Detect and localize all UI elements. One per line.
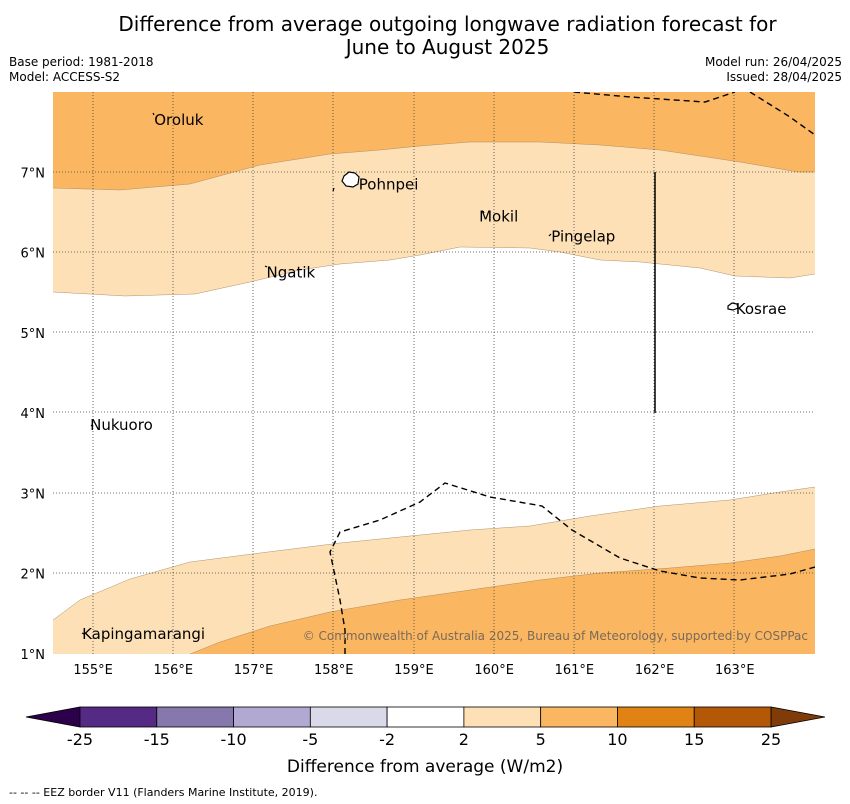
lat-tick-label: 5°N	[21, 327, 46, 342]
colorbar: -25 -15 -10 -5 -2 2 5 10 15 25	[25, 706, 826, 749]
eez-border-north	[573, 92, 736, 103]
place-label-oroluk: Oroluk	[154, 111, 203, 129]
ngatik-atoll	[264, 265, 268, 268]
band-north-2-5	[53, 142, 815, 296]
mokil-atoll	[482, 210, 485, 214]
place-label-kapingamarangi: Kapingamarangi	[82, 625, 205, 643]
eez-borders	[329, 92, 815, 654]
colorbar-tick-label: -15	[144, 730, 170, 749]
place-label-ngatik: Ngatik	[267, 264, 316, 282]
colorbar-extend-high	[770, 706, 826, 728]
pingelap-atoll	[548, 233, 552, 237]
colorbar-segment	[463, 706, 542, 728]
colorbar-tick-label: -10	[220, 730, 246, 749]
colorbar-label: Difference from average (W/m2)	[286, 757, 564, 777]
colorbar-tick-label: -5	[302, 730, 318, 749]
colorbar-tick-label: -25	[67, 730, 93, 749]
colorbar-tick-label: 25	[761, 730, 781, 749]
colorbar-tick-label: 15	[684, 730, 704, 749]
lon-tick-label: 159°E	[394, 663, 434, 678]
colorbar-segment	[693, 706, 772, 728]
place-label-kosrae: Kosrae	[736, 300, 787, 318]
colorbar-segment	[309, 706, 388, 728]
lon-tick-label: 156°E	[154, 663, 194, 678]
title-line-2: June to August 2025	[345, 35, 550, 59]
lon-tick-label: 162°E	[635, 663, 675, 678]
colorbar-extend-low	[25, 706, 81, 728]
place-labels: Oroluk Pohnpei Mokil Pingelap Ngatik Kosrae Nu…	[82, 111, 786, 643]
place-label-nukuoro: Nukuoro	[90, 416, 153, 434]
kosrae-island	[727, 302, 739, 311]
eez-border-south	[329, 482, 815, 654]
place-label-mokil: Mokil	[479, 207, 518, 225]
eez-footer-note: -- -- -- EEZ border V11 (Flanders Marine…	[9, 786, 318, 799]
colorbar-segment	[79, 706, 158, 728]
lat-tick-label: 6°N	[21, 247, 46, 262]
place-label-pingelap: Pingelap	[551, 228, 615, 246]
map-title: Difference from average outgoing longwav…	[40, 13, 850, 59]
lat-tick-label: 3°N	[21, 487, 46, 502]
gridlines	[53, 92, 815, 654]
colorbar-tick-label: 5	[536, 730, 546, 749]
kapingamarangi-atoll	[81, 632, 85, 635]
ant-atoll	[332, 187, 335, 192]
lat-tick-label: 1°N	[21, 648, 46, 663]
band-outline	[53, 141, 815, 654]
lon-tick-label: 163°E	[715, 663, 755, 678]
band-north-10-15	[53, 92, 815, 190]
colorbar-tick-label: 2	[459, 730, 469, 749]
base-period-text: Base period: 1981-2018	[9, 55, 154, 69]
lat-tick-label: 4°N	[21, 407, 46, 422]
lat-tick-label: 2°N	[21, 568, 46, 583]
lat-tick-label: 7°N	[21, 166, 46, 181]
colorbar-segment	[156, 706, 234, 728]
anomaly-fields	[53, 92, 815, 654]
eez-border-northeast	[749, 92, 815, 136]
band-south-5-10	[190, 549, 815, 654]
colorbar-segment	[540, 706, 618, 728]
lon-tick-label: 158°E	[314, 663, 354, 678]
colorbar-segment	[233, 706, 311, 728]
place-label-pohnpei: Pohnpei	[359, 175, 419, 193]
latitude-ticks: 1°N 2°N 3°N 4°N 5°N 6°N 7°N	[21, 166, 46, 663]
colorbar-segment	[617, 706, 695, 728]
issued-text: Issued: 28/04/2025	[726, 70, 842, 84]
copyright-text: © Commonwealth of Australia 2025, Bureau…	[303, 629, 808, 643]
pohnpei-island	[341, 171, 360, 188]
colorbar-tick-label: -2	[379, 730, 395, 749]
meta-right: Model run: 26/04/2025 Issued: 28/04/2025	[705, 55, 842, 85]
colorbar-tick-label: 10	[607, 730, 627, 749]
lon-tick-label: 161°E	[555, 663, 595, 678]
nukuoro-atoll	[90, 424, 94, 428]
lon-tick-label: 155°E	[73, 663, 113, 678]
title-line-1: Difference from average outgoing longwav…	[118, 12, 777, 36]
longitude-ticks: 155°E 156°E 157°E 158°E 159°E 160°E 161°E 162°E…	[73, 663, 754, 678]
model-run-text: Model run: 26/04/2025	[704, 55, 842, 69]
lon-tick-label: 160°E	[474, 663, 514, 678]
lon-tick-label: 157°E	[234, 663, 274, 678]
colorbar-segment	[386, 706, 465, 728]
oroluk-atoll	[152, 112, 155, 116]
model-text: Model: ACCESS-S2	[9, 70, 121, 84]
meta-left: Base period: 1981-2018 Model: ACCESS-S2	[9, 55, 154, 85]
islands	[81, 112, 739, 635]
